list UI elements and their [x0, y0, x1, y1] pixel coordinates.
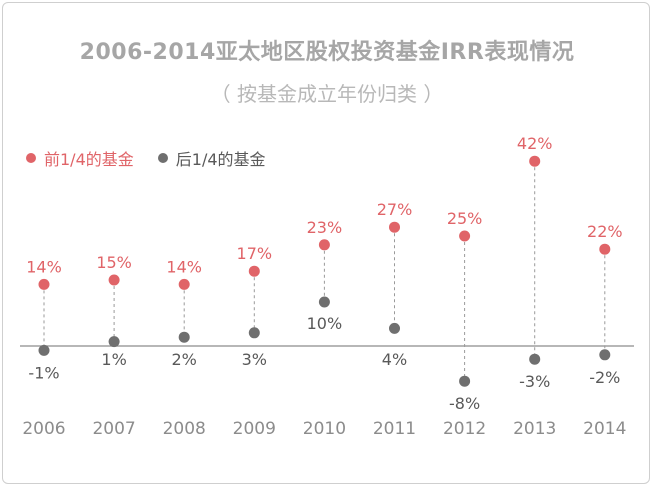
label-bottom-2008: 2% — [172, 350, 197, 369]
point-top-2012 — [459, 230, 471, 242]
point-top-2011 — [389, 221, 400, 233]
label-bottom-2013: -3% — [519, 372, 550, 391]
point-bottom-2009 — [248, 327, 260, 339]
legend-label-top-quartile: 前1/4的基金 — [44, 150, 134, 169]
legend-item-bottom-quartile: 后1/4的基金 — [157, 146, 266, 170]
point-bottom-2012 — [459, 375, 471, 387]
x-tick-label-2014: 2014 — [583, 419, 626, 439]
legend-marker-bottom-quartile — [157, 153, 168, 163]
point-bottom-2013 — [529, 353, 541, 365]
point-top-2010 — [318, 239, 330, 251]
label-bottom-2011: 4% — [382, 350, 407, 369]
point-top-2013 — [529, 155, 541, 167]
label-bottom-2009: 3% — [242, 350, 267, 369]
label-top-2011: 27% — [377, 200, 413, 219]
label-top-2008: 14% — [166, 257, 202, 276]
chart-subtitle: （ 按基金成立年份归类 ） — [210, 82, 444, 106]
chart-title: 2006-2014亚太地区股权投资基金IRR表现情况 — [79, 40, 575, 65]
point-top-2007 — [108, 274, 120, 286]
x-tick-label-2008: 2008 — [163, 419, 206, 439]
point-bottom-2010 — [318, 296, 330, 308]
label-top-2014: 22% — [587, 222, 623, 241]
legend-label-bottom-quartile: 后1/4的基金 — [175, 150, 266, 169]
point-top-2006 — [38, 278, 50, 290]
point-top-2009 — [248, 265, 260, 277]
point-top-2014 — [599, 243, 611, 255]
point-top-2008 — [178, 278, 190, 290]
point-bottom-2007 — [108, 336, 120, 348]
label-top-2009: 17% — [237, 244, 273, 263]
label-top-2013: 42% — [517, 134, 553, 153]
legend-item-top-quartile: 前1/4的基金 — [26, 146, 134, 170]
point-bottom-2011 — [389, 322, 400, 334]
x-tick-label-2013: 2013 — [513, 419, 556, 439]
label-bottom-2012: -8% — [449, 394, 480, 413]
label-bottom-2007: 1% — [101, 350, 126, 369]
label-bottom-2006: -1% — [28, 363, 59, 382]
label-bottom-2010: 10% — [307, 314, 343, 333]
label-top-2006: 14% — [26, 257, 62, 276]
x-tick-label-2010: 2010 — [303, 419, 346, 439]
x-tick-label-2009: 2009 — [233, 419, 276, 439]
x-tick-label-2011: 2011 — [373, 419, 416, 439]
label-top-2007: 15% — [96, 253, 132, 272]
point-bottom-2006 — [38, 344, 50, 356]
label-top-2010: 23% — [307, 218, 343, 237]
label-top-2012: 25% — [447, 209, 483, 228]
x-tick-label-2006: 2006 — [22, 419, 65, 439]
x-tick-label-2007: 2007 — [92, 419, 135, 439]
point-bottom-2008 — [178, 331, 190, 343]
point-bottom-2014 — [599, 349, 611, 361]
legend-marker-top-quartile — [26, 153, 36, 163]
chart-legend: 前1/4的基金 后1/4的基金 — [26, 146, 290, 170]
label-bottom-2014: -2% — [589, 368, 620, 387]
x-tick-label-2012: 2012 — [443, 419, 486, 439]
